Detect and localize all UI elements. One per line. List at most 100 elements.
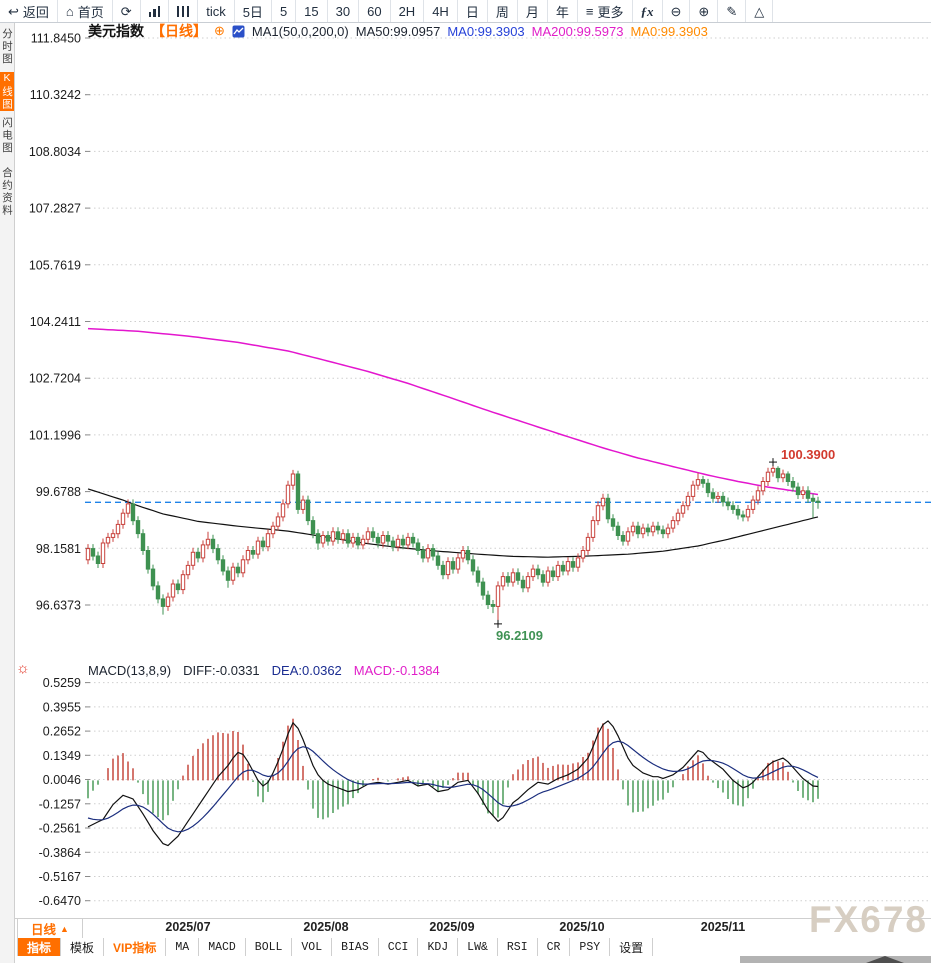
svg-text:101.1996: 101.1996 bbox=[29, 428, 81, 442]
sidebar-item-分时图[interactable]: 分时图 bbox=[1, 28, 13, 66]
interval-button-日[interactable]: 日 bbox=[458, 0, 488, 22]
date-label-2025/09: 2025/09 bbox=[429, 920, 475, 934]
line-chart-icon[interactable] bbox=[232, 25, 245, 38]
interval-button-年[interactable]: 年 bbox=[548, 0, 578, 22]
tab-模板[interactable]: 模板 bbox=[61, 938, 105, 956]
date-label-2025/10: 2025/10 bbox=[559, 920, 605, 934]
tab-VOL[interactable]: VOL bbox=[292, 938, 333, 956]
indicator-tabbar: 指标 模板 VIP指标 MA MACD BOLL VOL BIAS CCI KDJ LW& RSI CR… bbox=[14, 938, 931, 957]
top-toolbar: ↩ 返回 ⌂ 首页 ⟳ tick 5日 5 15 30 60 2H 4H 日周月年 ≡ 更多 ƒx ⊖ ⊕ ✎ △ bbox=[0, 0, 931, 23]
left-sidebar: 分时图 K线图闪电图合约资料 bbox=[0, 22, 15, 963]
interval-button-60[interactable]: 60 bbox=[359, 0, 391, 22]
zoom-out-icon: ⊖ bbox=[670, 3, 682, 19]
interval-button-2H[interactable]: 2H bbox=[391, 0, 425, 22]
ma200-value: MA200:99.5973 bbox=[531, 23, 624, 39]
sidebar-item-K线图[interactable]: K线图 bbox=[0, 71, 14, 111]
tab-RSI[interactable]: RSI bbox=[498, 938, 538, 956]
svg-text:108.8034: 108.8034 bbox=[29, 145, 81, 159]
refresh-icon: ⟳ bbox=[120, 3, 132, 19]
x-axis-row: 日线 ▲ 2025/07 2025/08 2025/09 2025/10 2025/11 bbox=[14, 918, 931, 939]
svg-text:99.6788: 99.6788 bbox=[36, 485, 81, 499]
pencil-button[interactable]: ✎ bbox=[718, 0, 747, 22]
macd-grid bbox=[85, 682, 931, 902]
chart-canvas[interactable]: 111.8450 110.3242 108.8034 107.2827 105.7619… bbox=[14, 22, 931, 963]
tab-PSY[interactable]: PSY bbox=[570, 938, 611, 956]
toolbar-item-label: 5日 bbox=[242, 4, 263, 20]
macd-header: MACD(13,8,9) DIFF:-0.0331 DEA:0.0362 MAC… bbox=[88, 663, 440, 678]
ma-settings: MA1(50,0,200,0) bbox=[251, 23, 349, 39]
svg-text:96.2109: 96.2109 bbox=[496, 628, 543, 643]
zoom-out-button[interactable]: ⊖ bbox=[663, 0, 691, 22]
toolbar-item-label: 30 bbox=[335, 3, 351, 19]
sidebar-item-合约资料[interactable]: 合约资料 bbox=[1, 167, 13, 217]
shape-icon: △ bbox=[754, 3, 765, 19]
toolbar-item-label: 周 bbox=[495, 4, 509, 20]
svg-text:111.8450: 111.8450 bbox=[31, 32, 81, 46]
tab-指标[interactable]: 指标 bbox=[17, 938, 62, 956]
svg-text:100.3900: 100.3900 bbox=[781, 447, 835, 462]
interval-button-4H[interactable]: 4H bbox=[424, 0, 458, 22]
svg-text:-0.6470: -0.6470 bbox=[39, 894, 81, 908]
candles-layer bbox=[85, 465, 821, 621]
sliders-button[interactable] bbox=[169, 0, 199, 22]
tab-CR[interactable]: CR bbox=[538, 938, 571, 956]
fx-button[interactable]: ƒx bbox=[633, 0, 663, 22]
home-button[interactable]: ⌂ 首页 bbox=[58, 0, 113, 22]
toolbar-item-label: 15 bbox=[304, 3, 319, 19]
macd-hist-value: MACD:-0.1384 bbox=[353, 663, 440, 678]
triangle-up-icon: ▲ bbox=[60, 923, 69, 934]
main-grid bbox=[85, 37, 931, 606]
ma0-orange-value: MA0:99.3903 bbox=[630, 23, 708, 39]
sliders-icon bbox=[177, 5, 190, 17]
tab-LW&[interactable]: LW& bbox=[458, 938, 498, 956]
interval-button-5[interactable]: 5 bbox=[272, 0, 297, 22]
menu-button[interactable]: ≡ 更多 bbox=[578, 0, 633, 22]
indicator-settings-icon[interactable]: ☼ bbox=[16, 660, 30, 677]
tab-KDJ[interactable]: KDJ bbox=[418, 938, 459, 956]
svg-text:110.3242: 110.3242 bbox=[30, 88, 81, 102]
interval-button-周[interactable]: 周 bbox=[488, 0, 518, 22]
period-label[interactable]: 【日线】 bbox=[151, 23, 207, 39]
svg-text:104.2411: 104.2411 bbox=[30, 315, 81, 329]
svg-text:-0.5167: -0.5167 bbox=[39, 870, 81, 884]
interval-button-30[interactable]: 30 bbox=[328, 0, 360, 22]
period-selector[interactable]: 日线 ▲ bbox=[17, 919, 83, 938]
tab-设置[interactable]: 设置 bbox=[610, 938, 654, 956]
tab-MA[interactable]: MA bbox=[166, 938, 200, 956]
scrollbar-track[interactable] bbox=[740, 956, 931, 963]
sidebar-item-闪电图[interactable]: 闪电图 bbox=[1, 116, 13, 155]
zoom-in-button[interactable]: ⊕ bbox=[690, 0, 719, 22]
toolbar-item-label: 60 bbox=[367, 3, 382, 19]
fx-icon: ƒx bbox=[640, 3, 654, 19]
tab-CCI[interactable]: CCI bbox=[379, 938, 419, 956]
refresh-button[interactable]: ⟳ bbox=[113, 0, 141, 22]
svg-text:96.6373: 96.6373 bbox=[36, 598, 81, 612]
macd-title: MACD(13,8,9) bbox=[88, 663, 172, 678]
macd-histogram bbox=[87, 718, 819, 821]
interval-button-月[interactable]: 月 bbox=[518, 0, 548, 22]
interval-button-15[interactable]: 15 bbox=[296, 0, 328, 22]
tab-BIAS[interactable]: BIAS bbox=[332, 938, 379, 956]
period-selector-label: 日线 bbox=[31, 923, 57, 937]
add-indicator-icon[interactable]: ⊕ bbox=[214, 23, 225, 38]
svg-text:98.1581: 98.1581 bbox=[36, 542, 81, 556]
interval-button-tick[interactable]: tick bbox=[198, 0, 235, 22]
ma50-line bbox=[87, 488, 819, 558]
bottom-scrollbar[interactable] bbox=[0, 956, 931, 963]
ma200-line bbox=[87, 327, 819, 496]
scrollbar-handle-icon[interactable] bbox=[866, 956, 904, 963]
bar-chart-button[interactable] bbox=[141, 0, 170, 22]
toolbar-item-label: 日 bbox=[465, 4, 479, 20]
tab-VIP指标[interactable]: VIP指标 bbox=[104, 938, 167, 956]
svg-text:0.0046: 0.0046 bbox=[43, 773, 81, 787]
interval-button-5日[interactable]: 5日 bbox=[235, 0, 272, 22]
svg-text:0.2652: 0.2652 bbox=[43, 725, 81, 739]
tab-MACD[interactable]: MACD bbox=[199, 938, 246, 956]
shape-button[interactable]: △ bbox=[746, 0, 774, 22]
symbol-name: 美元指数 bbox=[88, 23, 144, 39]
menu-icon: ≡ bbox=[585, 3, 594, 19]
price-annotations: 100.3900 96.2109 bbox=[494, 447, 835, 643]
tab-BOLL[interactable]: BOLL bbox=[246, 938, 293, 956]
back-button[interactable]: ↩ 返回 bbox=[0, 0, 58, 22]
